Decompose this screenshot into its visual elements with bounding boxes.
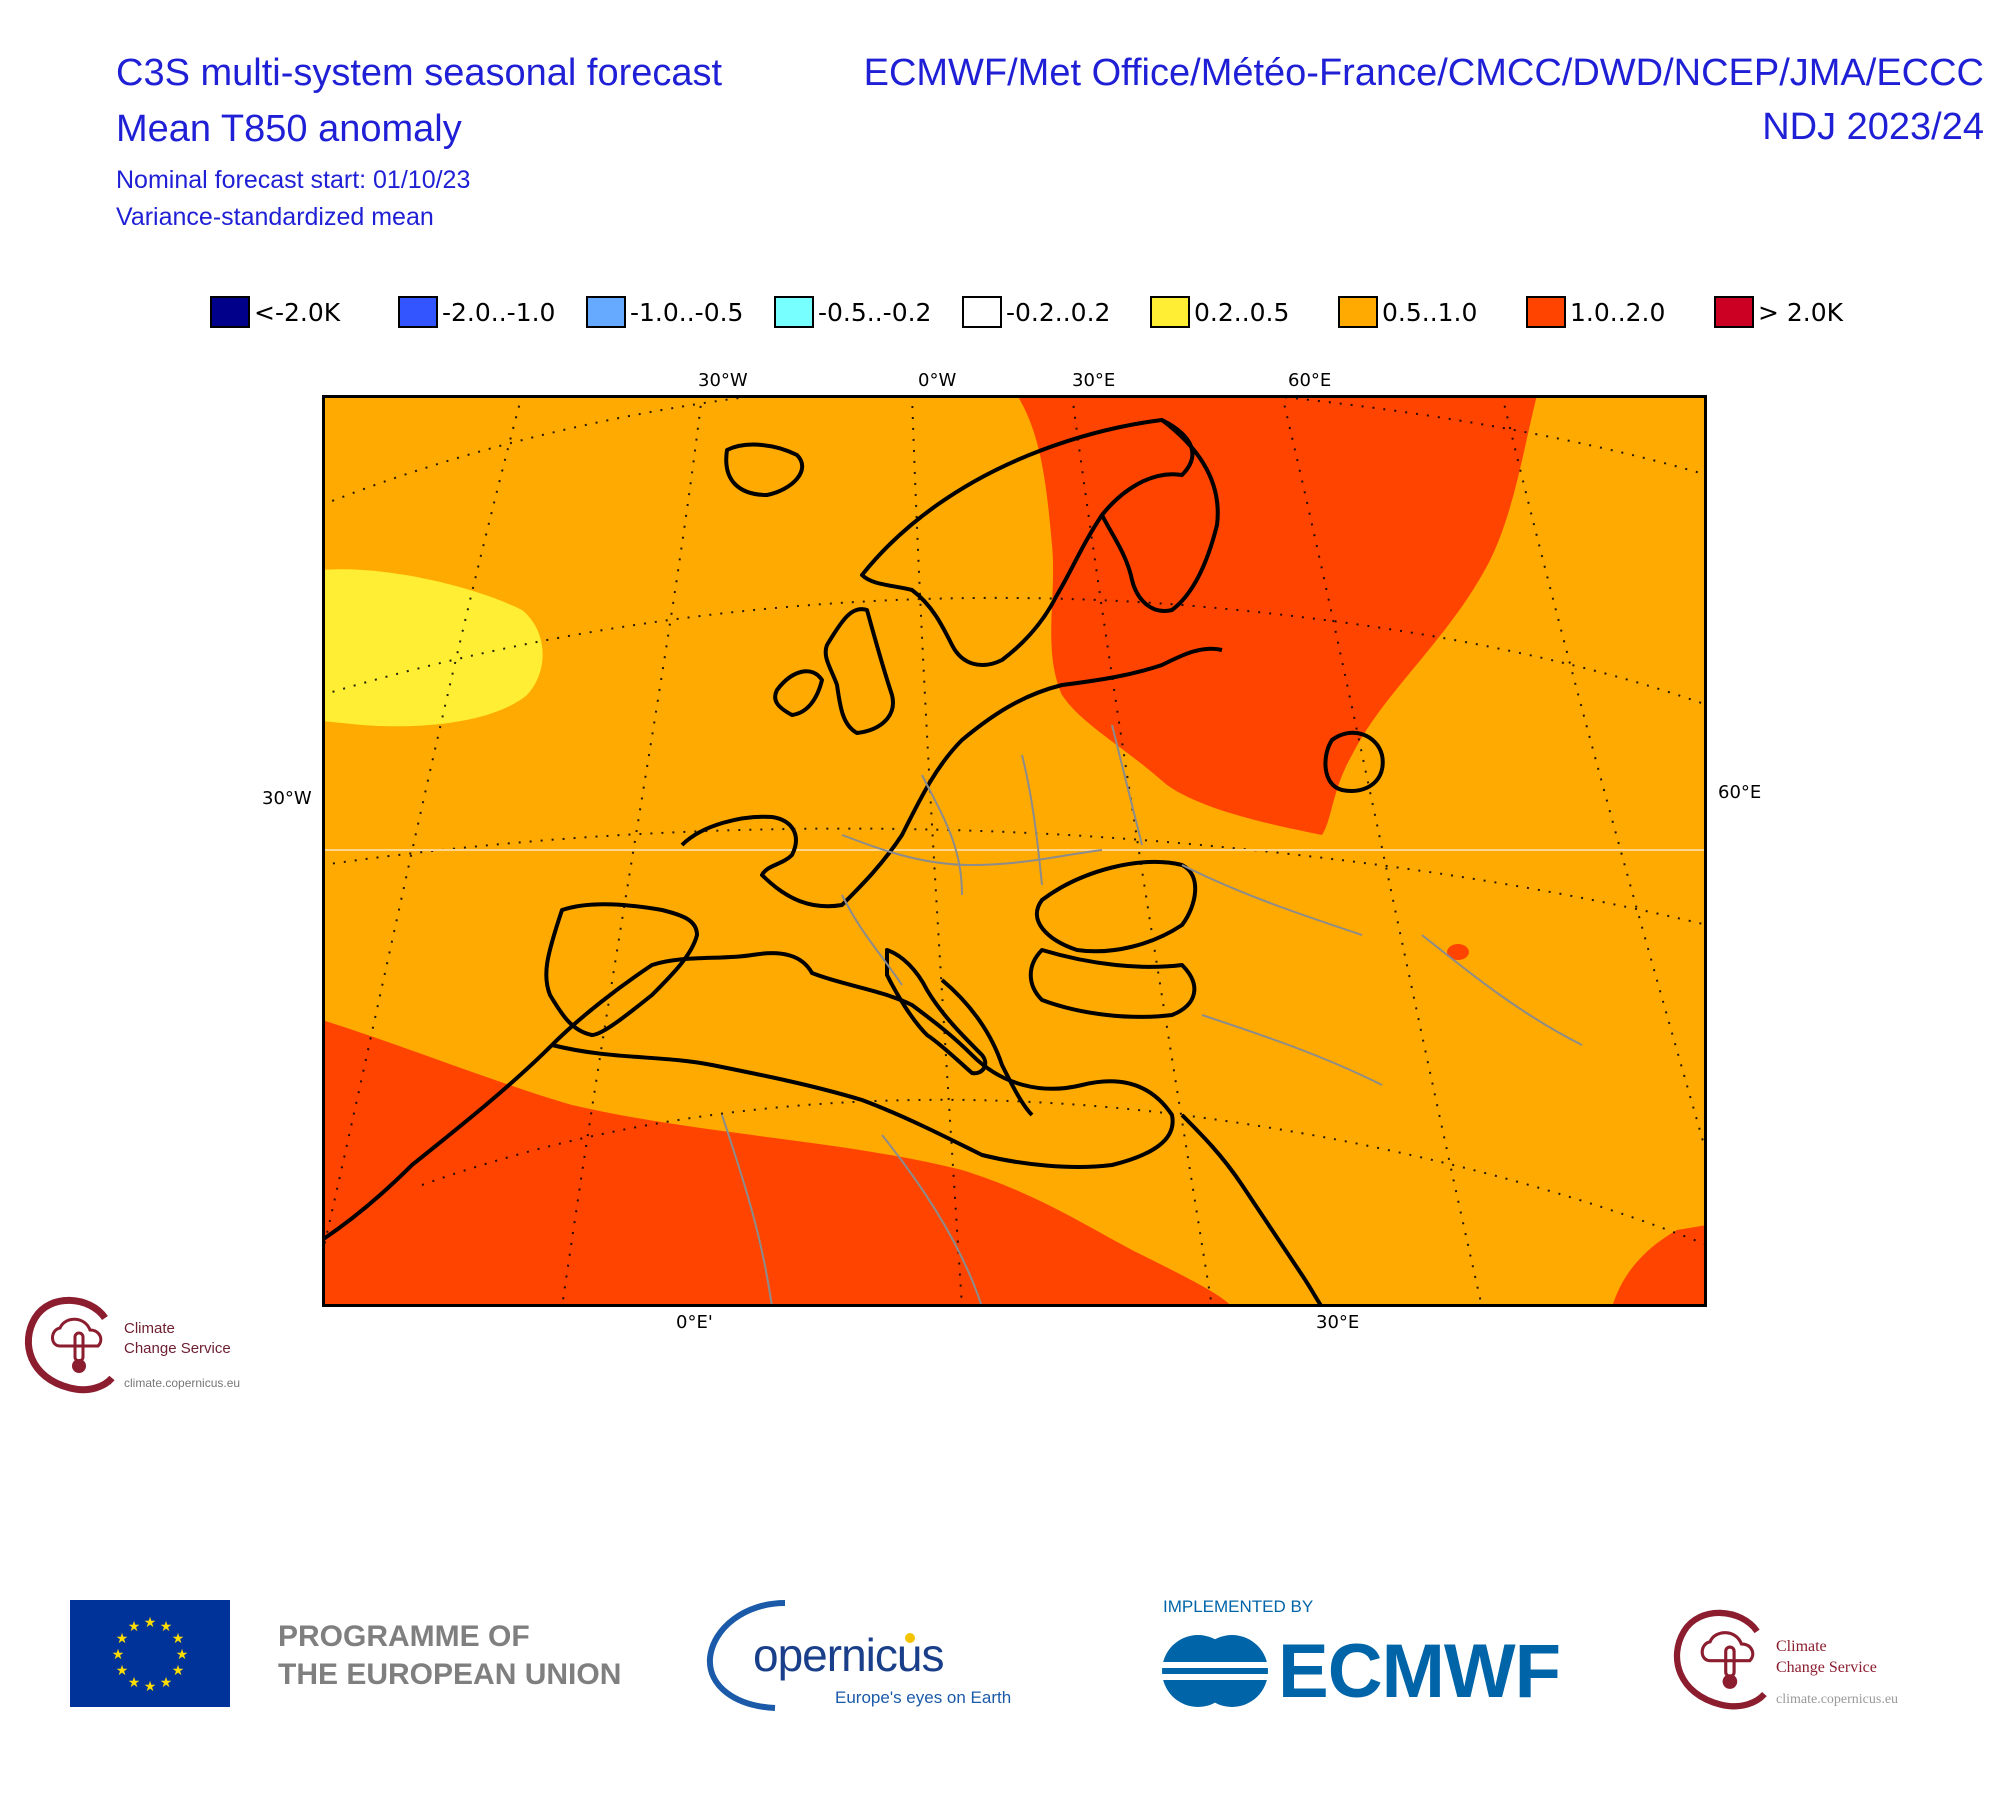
top-tick-label: 30°W bbox=[698, 370, 748, 391]
eu-flag-icon: ★ ★ ★ ★ ★ ★ ★ ★ ★ ★ ★ ★ bbox=[70, 1600, 230, 1707]
right-tick-label: 60°E bbox=[1718, 782, 1762, 803]
color-legend: <-2.0K -2.0..-1.0 -1.0..-0.5 -0.5..-0.2 … bbox=[210, 294, 1860, 330]
copernicus-wordmark: opernicus bbox=[753, 1629, 944, 1681]
legend-swatch bbox=[1526, 296, 1566, 328]
legend-item: 0.2..0.5 bbox=[1150, 294, 1289, 330]
bottom-tick-label: 0°E' bbox=[676, 1312, 713, 1333]
forecast-period: NDJ 2023/24 bbox=[1762, 106, 1984, 148]
anomaly-region-fennoscandia bbox=[1017, 395, 1537, 835]
chart-variable-title: Mean T850 anomaly bbox=[116, 108, 462, 150]
svg-text:★: ★ bbox=[116, 1631, 129, 1647]
top-tick-label: 60°E bbox=[1288, 370, 1332, 391]
legend-swatch bbox=[1338, 296, 1378, 328]
forecast-start-label: Nominal forecast start: 01/10/23 bbox=[116, 166, 471, 194]
svg-text:★: ★ bbox=[144, 1615, 157, 1631]
svg-text:★: ★ bbox=[128, 1675, 141, 1691]
coastlines bbox=[322, 418, 1385, 1307]
top-tick-label: 0°W bbox=[918, 370, 957, 391]
c3s-logo-small: Climate Change Service climate.copernicu… bbox=[20, 1288, 290, 1398]
eu-stars-icon: ★ ★★ ★★★ ★★★ ★★★ bbox=[112, 1615, 189, 1695]
svg-text:★: ★ bbox=[176, 1647, 189, 1663]
map-frame bbox=[322, 395, 1707, 1307]
anomaly-region-north-africa bbox=[322, 1020, 1232, 1307]
legend-swatch bbox=[1714, 296, 1754, 328]
left-tick-label: 30°W bbox=[262, 788, 312, 809]
bottom-tick-label: 30°E bbox=[1316, 1312, 1360, 1333]
c3s-logo-large: Climate Change Service climate.copernicu… bbox=[1668, 1600, 1968, 1715]
country-borders bbox=[721, 724, 1583, 1307]
chart-title: C3S multi-system seasonal forecast bbox=[116, 52, 723, 94]
svg-text:★: ★ bbox=[172, 1663, 185, 1679]
legend-label: 1.0..2.0 bbox=[1570, 297, 1666, 327]
legend-label: -0.5..-0.2 bbox=[818, 297, 932, 327]
svg-text:★: ★ bbox=[172, 1631, 185, 1647]
legend-item: -0.2..0.2 bbox=[962, 294, 1110, 330]
c3s-name-line2: Change Service bbox=[124, 1340, 231, 1357]
anomaly-map bbox=[322, 395, 1707, 1307]
legend-label: -0.2..0.2 bbox=[1006, 297, 1111, 327]
svg-text:★: ★ bbox=[160, 1675, 173, 1691]
legend-swatch bbox=[774, 296, 814, 328]
c3s-name-line1: Climate bbox=[124, 1320, 175, 1337]
legend-label: <-2.0K bbox=[254, 297, 341, 327]
c3s-emblem-icon bbox=[1673, 1609, 1767, 1710]
eu-programme-line1: PROGRAMME OF bbox=[278, 1620, 530, 1653]
anomaly-region-caucasus bbox=[1447, 944, 1469, 960]
eu-programme-line2: THE EUROPEAN UNION bbox=[278, 1658, 622, 1691]
legend-label: 0.2..0.5 bbox=[1194, 297, 1290, 327]
copernicus-tagline: Europe's eyes on Earth bbox=[835, 1688, 1012, 1707]
legend-swatch bbox=[398, 296, 438, 328]
legend-swatch bbox=[962, 296, 1002, 328]
svg-text:★: ★ bbox=[160, 1619, 173, 1635]
legend-label: 0.5..1.0 bbox=[1382, 297, 1478, 327]
legend-item: 1.0..2.0 bbox=[1526, 294, 1665, 330]
svg-text:★: ★ bbox=[112, 1647, 125, 1663]
legend-item: <-2.0K bbox=[210, 294, 340, 330]
top-tick-label: 30°E bbox=[1072, 370, 1116, 391]
legend-item: > 2.0K bbox=[1714, 294, 1843, 330]
svg-text:★: ★ bbox=[116, 1663, 129, 1679]
graticule bbox=[322, 395, 1707, 1307]
legend-swatch bbox=[1150, 296, 1190, 328]
c3s-emblem-icon bbox=[24, 1296, 115, 1394]
legend-item: -1.0..-0.5 bbox=[586, 294, 743, 330]
c3s-url: climate.copernicus.eu bbox=[1776, 1692, 1899, 1707]
legend-label: -1.0..-0.5 bbox=[630, 297, 744, 327]
implemented-by-label: IMPLEMENTED BY bbox=[1163, 1597, 1314, 1616]
ecmwf-emblem-icon bbox=[1160, 1635, 1270, 1707]
c3s-url: climate.copernicus.eu bbox=[124, 1376, 241, 1390]
anomaly-region-atlantic bbox=[322, 569, 543, 727]
c3s-name-line1: Climate bbox=[1776, 1638, 1827, 1655]
anomaly-region-arabia bbox=[1612, 1225, 1707, 1307]
legend-item: 0.5..1.0 bbox=[1338, 294, 1477, 330]
svg-text:★: ★ bbox=[144, 1679, 157, 1695]
legend-swatch bbox=[210, 296, 250, 328]
copernicus-logo: opernicus Europe's eyes on Earth bbox=[705, 1598, 1025, 1713]
c3s-name-line2: Change Service bbox=[1776, 1659, 1877, 1676]
legend-label: -2.0..-1.0 bbox=[442, 297, 556, 327]
legend-label: > 2.0K bbox=[1758, 297, 1844, 327]
mean-type-label: Variance-standardized mean bbox=[116, 203, 434, 231]
copernicus-swoosh-icon bbox=[706, 1600, 915, 1711]
legend-swatch bbox=[586, 296, 626, 328]
legend-item: -0.5..-0.2 bbox=[774, 294, 931, 330]
contributing-centres: ECMWF/Met Office/Météo-France/CMCC/DWD/N… bbox=[863, 52, 1984, 94]
legend-item: -2.0..-1.0 bbox=[398, 294, 555, 330]
ecmwf-wordmark: ECMWF bbox=[1278, 1629, 1561, 1714]
svg-text:★: ★ bbox=[128, 1619, 141, 1635]
